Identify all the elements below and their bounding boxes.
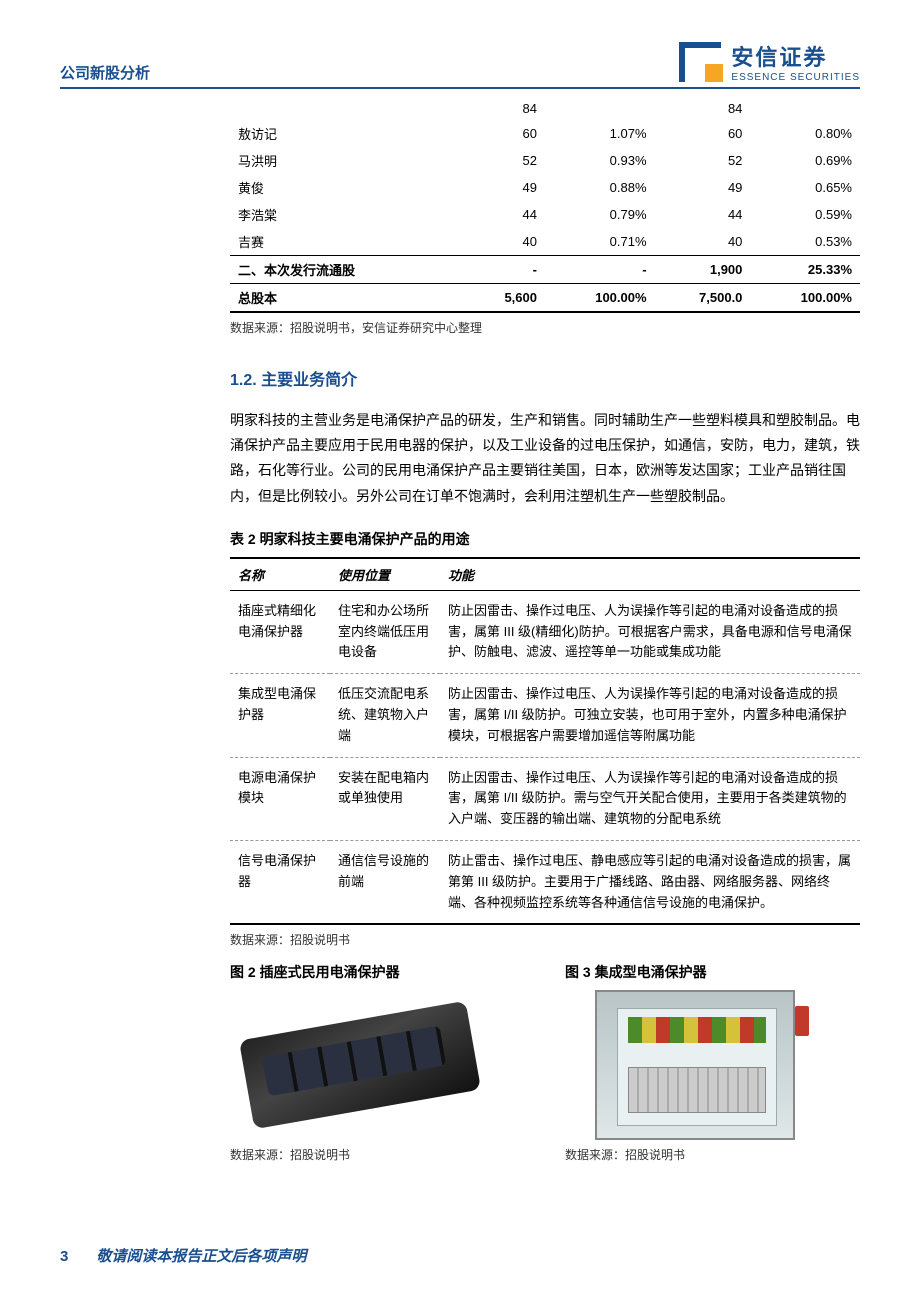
issue-v1: - — [449, 256, 545, 284]
prod-table-source: 数据来源：招股说明书 — [230, 931, 860, 948]
total-p2: 100.00% — [750, 284, 860, 313]
cell: 0.88% — [545, 174, 655, 201]
share-table-source: 数据来源：招股说明书，安信证券研究中心整理 — [230, 319, 860, 336]
fig3-source: 数据来源：招股说明书 — [565, 1146, 860, 1163]
table-row: 集成型电涌保护器低压交流配电系统、建筑物入户端防止因雷击、操作过电压、人为误操作… — [230, 674, 860, 757]
cell: 1.07% — [545, 120, 655, 147]
footer-disclaimer: 敬请阅读本报告正文后各项声明 — [96, 1245, 306, 1266]
cell: 0.93% — [545, 147, 655, 174]
cell — [230, 97, 449, 120]
total-row: 总股本 5,600 100.00% 7,500.0 100.00% — [230, 284, 860, 313]
figure-3: 图 3 集成型电涌保护器 数据来源：招股说明书 — [565, 962, 860, 1163]
table-row: 插座式精细化电涌保护器住宅和办公场所室内终端低压用电设备防止因雷击、操作过电压、… — [230, 590, 860, 673]
cell: 李浩棠 — [230, 201, 449, 228]
table-row: 马洪明520.93%520.69% — [230, 147, 860, 174]
issue-v2: 1,900 — [655, 256, 751, 284]
cell: 0.80% — [750, 120, 860, 147]
cell: 插座式精细化电涌保护器 — [230, 590, 330, 673]
cell: 通信信号设施的前端 — [330, 840, 440, 924]
fig3-caption: 图 3 集成型电涌保护器 — [565, 962, 860, 982]
figure-2: 图 2 插座式民用电涌保护器 数据来源：招股说明书 — [230, 962, 525, 1163]
table-row: 黄俊490.88%490.65% — [230, 174, 860, 201]
section-heading: 1.2. 主要业务简介 — [230, 366, 860, 390]
cell: 集成型电涌保护器 — [230, 674, 330, 757]
total-v2: 7,500.0 — [655, 284, 751, 313]
cell — [545, 97, 655, 120]
prod-table-caption: 表 2 明家科技主要电涌保护产品的用途 — [230, 529, 860, 549]
cell: 敖访记 — [230, 120, 449, 147]
logo-name-en: ESSENCE SECURITIES — [731, 72, 860, 83]
cell: 52 — [449, 147, 545, 174]
cell — [750, 97, 860, 120]
cell: 0.65% — [750, 174, 860, 201]
cell: 0.53% — [750, 228, 860, 256]
product-table: 名称 使用位置 功能 插座式精细化电涌保护器住宅和办公场所室内终端低压用电设备防… — [230, 557, 860, 926]
cell: 44 — [655, 201, 751, 228]
page-footer: 3 敬请阅读本报告正文后各项声明 — [60, 1245, 306, 1266]
cell: 住宅和办公场所室内终端低压用电设备 — [330, 590, 440, 673]
doc-category: 公司新股分析 — [60, 62, 150, 83]
section-body: 明家科技的主营业务是电涌保护产品的研发，生产和销售。同时辅助生产一些塑料模具和塑… — [230, 408, 860, 509]
cell: 0.71% — [545, 228, 655, 256]
cell: 防止因雷击、操作过电压、人为误操作等引起的电涌对设备造成的损害，属第 I/II … — [440, 757, 860, 840]
cell: 安装在配电箱内或单独使用 — [330, 757, 440, 840]
company-logo: 安信证券 ESSENCE SECURITIES — [679, 40, 860, 83]
table-row: 84 84 — [230, 97, 860, 120]
cell: 马洪明 — [230, 147, 449, 174]
total-name: 总股本 — [230, 284, 449, 313]
page-header: 公司新股分析 安信证券 ESSENCE SECURITIES — [60, 40, 860, 89]
cell: 44 — [449, 201, 545, 228]
page-number: 3 — [60, 1248, 68, 1265]
table-row: 敖访记601.07%600.80% — [230, 120, 860, 147]
logo-mark-icon — [679, 42, 723, 82]
total-v1: 5,600 — [449, 284, 545, 313]
cell: 84 — [449, 97, 545, 120]
col-func: 功能 — [440, 558, 860, 591]
table-row: 电源电涌保护模块安装在配电箱内或单独使用防止因雷击、操作过电压、人为误操作等引起… — [230, 757, 860, 840]
fig2-caption: 图 2 插座式民用电涌保护器 — [230, 962, 525, 982]
fig2-image — [230, 990, 490, 1140]
table-row: 吉赛400.71%400.53% — [230, 228, 860, 256]
cell: 低压交流配电系统、建筑物入户端 — [330, 674, 440, 757]
total-p1: 100.00% — [545, 284, 655, 313]
cell: 40 — [449, 228, 545, 256]
col-loc: 使用位置 — [330, 558, 440, 591]
shareholder-table: 8484敖访记601.07%600.80%马洪明520.93%520.69%黄俊… — [230, 97, 860, 313]
logo-name-cn: 安信证券 — [731, 40, 860, 72]
cell: 吉赛 — [230, 228, 449, 256]
cell: 84 — [655, 97, 751, 120]
cell: 52 — [655, 147, 751, 174]
cell: 60 — [655, 120, 751, 147]
table-row: 李浩棠440.79%440.59% — [230, 201, 860, 228]
cell: 49 — [655, 174, 751, 201]
cell: 黄俊 — [230, 174, 449, 201]
col-name: 名称 — [230, 558, 330, 591]
cell: 49 — [449, 174, 545, 201]
cell: 信号电涌保护器 — [230, 840, 330, 924]
cell: 0.79% — [545, 201, 655, 228]
cell: 防止因雷击、操作过电压、人为误操作等引起的电涌对设备造成的损害，属第 I/II … — [440, 674, 860, 757]
cell: 0.59% — [750, 201, 860, 228]
cell: 40 — [655, 228, 751, 256]
issue-row: 二、本次发行流通股 - - 1,900 25.33% — [230, 256, 860, 284]
surge-strip-icon — [239, 1001, 481, 1130]
cell: 防止因雷击、操作过电压、人为误操作等引起的电涌对设备造成的损害，属第 III 级… — [440, 590, 860, 673]
fig2-source: 数据来源：招股说明书 — [230, 1146, 525, 1163]
cell: 防止雷击、操作过电压、静电感应等引起的电涌对设备造成的损害，属第第 III 级防… — [440, 840, 860, 924]
cell: 60 — [449, 120, 545, 147]
fig3-image — [565, 990, 825, 1140]
issue-p1: - — [545, 256, 655, 284]
surge-cabinet-icon — [595, 990, 795, 1140]
issue-name: 二、本次发行流通股 — [230, 256, 449, 284]
table-row: 信号电涌保护器通信信号设施的前端防止雷击、操作过电压、静电感应等引起的电涌对设备… — [230, 840, 860, 924]
issue-p2: 25.33% — [750, 256, 860, 284]
cell: 电源电涌保护模块 — [230, 757, 330, 840]
cell: 0.69% — [750, 147, 860, 174]
